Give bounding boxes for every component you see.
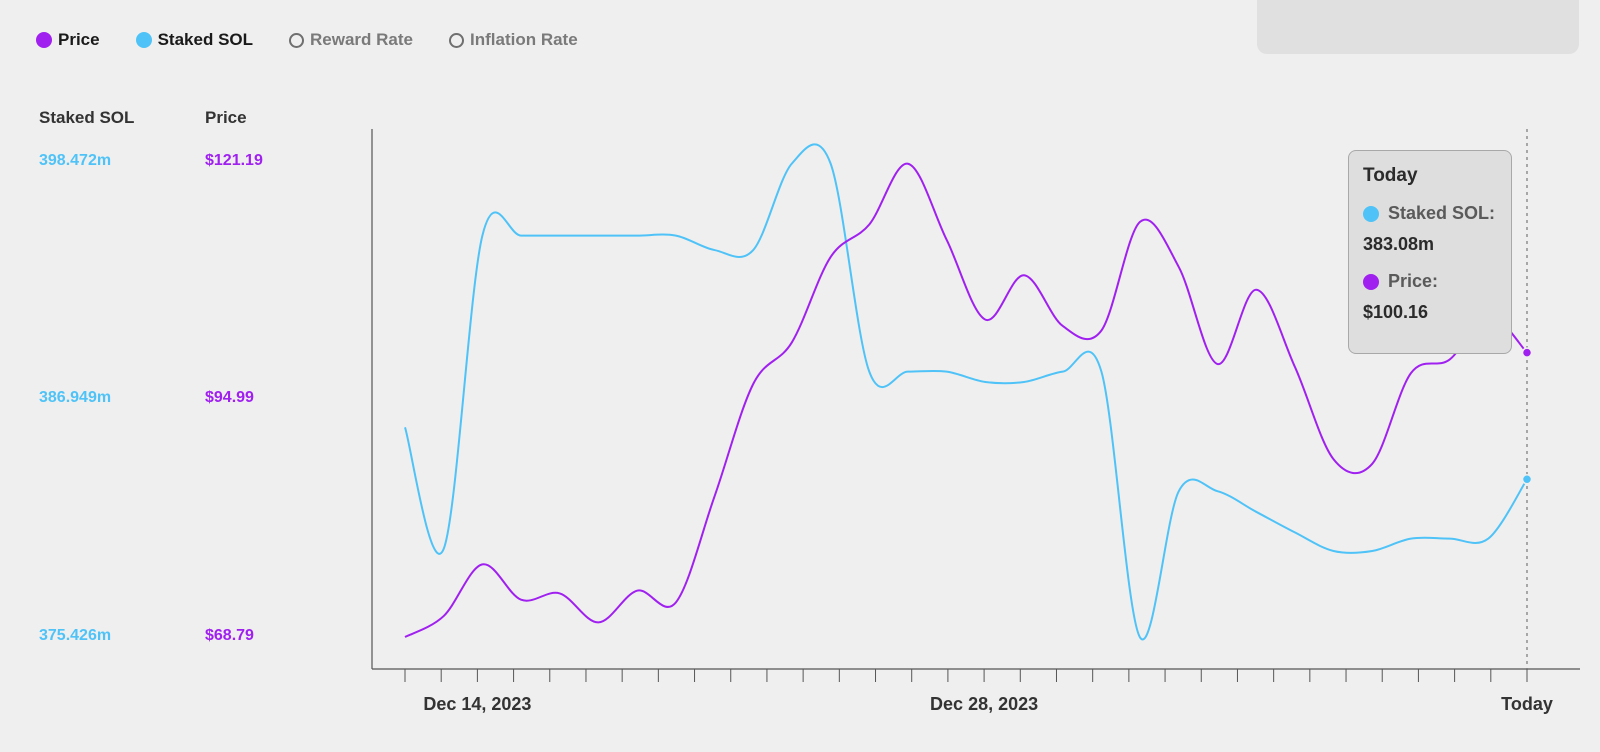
staked-sol-series-line [404, 143, 1528, 641]
x-axis-label: Today [1501, 694, 1553, 714]
tooltip-staked-dot-icon [1363, 205, 1379, 222]
legend-staked-label: Staked SOL [157, 30, 254, 49]
tooltip-price-value: $100.16 [1363, 302, 1429, 322]
chart-tooltip: Today Staked SOL: 383.08m Price: $100.16 [1348, 150, 1512, 354]
tooltip-title: Today [1363, 165, 1418, 186]
legend-staked-dot-icon [135, 32, 152, 48]
staked-tick-bottom: 375.426m [39, 627, 112, 644]
staked-axis-header: Staked SOL [39, 108, 135, 127]
legend-price-dot-icon [36, 32, 52, 48]
price-tick-top: $121.19 [205, 152, 263, 169]
tooltip-price-label: Price: [1388, 271, 1439, 291]
price-tick-mid: $94.99 [205, 389, 254, 406]
price-axis-header: Price [205, 108, 247, 127]
price-tick-bottom: $68.79 [205, 627, 254, 644]
top-right-panel [1257, 0, 1579, 54]
tooltip-price-row: Price: [1363, 271, 1511, 292]
tooltip-price-dot-icon [1363, 273, 1379, 290]
legend-reward-label: Reward Rate [310, 30, 413, 49]
legend-item-inflation-rate[interactable]: Inflation Rate [449, 30, 578, 50]
staked-sol-hover-point[interactable] [1521, 473, 1533, 485]
legend-item-staked-sol[interactable]: Staked SOL [135, 30, 254, 50]
legend-item-reward-rate[interactable]: Reward Rate [289, 30, 413, 50]
chart-legend: Price Staked SOL Reward Rate Inflation R… [36, 30, 614, 50]
tooltip-staked-value: 383.08m [1363, 234, 1435, 254]
legend-item-price[interactable]: Price [36, 30, 100, 50]
staked-tick-mid: 386.949m [39, 389, 112, 406]
tooltip-staked-row: Staked SOL: [1363, 203, 1511, 224]
legend-price-label: Price [58, 30, 100, 49]
x-axis-label: Dec 14, 2023 [423, 694, 532, 714]
x-axis-label: Dec 28, 2023 [930, 694, 1039, 714]
legend-inflation-circle-icon [449, 32, 464, 48]
legend-inflation-label: Inflation Rate [470, 30, 578, 49]
x-axis-ticks [404, 669, 1528, 682]
price-series-line [404, 162, 1528, 638]
staked-tick-top: 398.472m [39, 152, 112, 169]
price-hover-point[interactable] [1521, 347, 1533, 358]
legend-reward-circle-icon [289, 32, 305, 48]
tooltip-staked-label: Staked SOL: [1388, 203, 1496, 223]
